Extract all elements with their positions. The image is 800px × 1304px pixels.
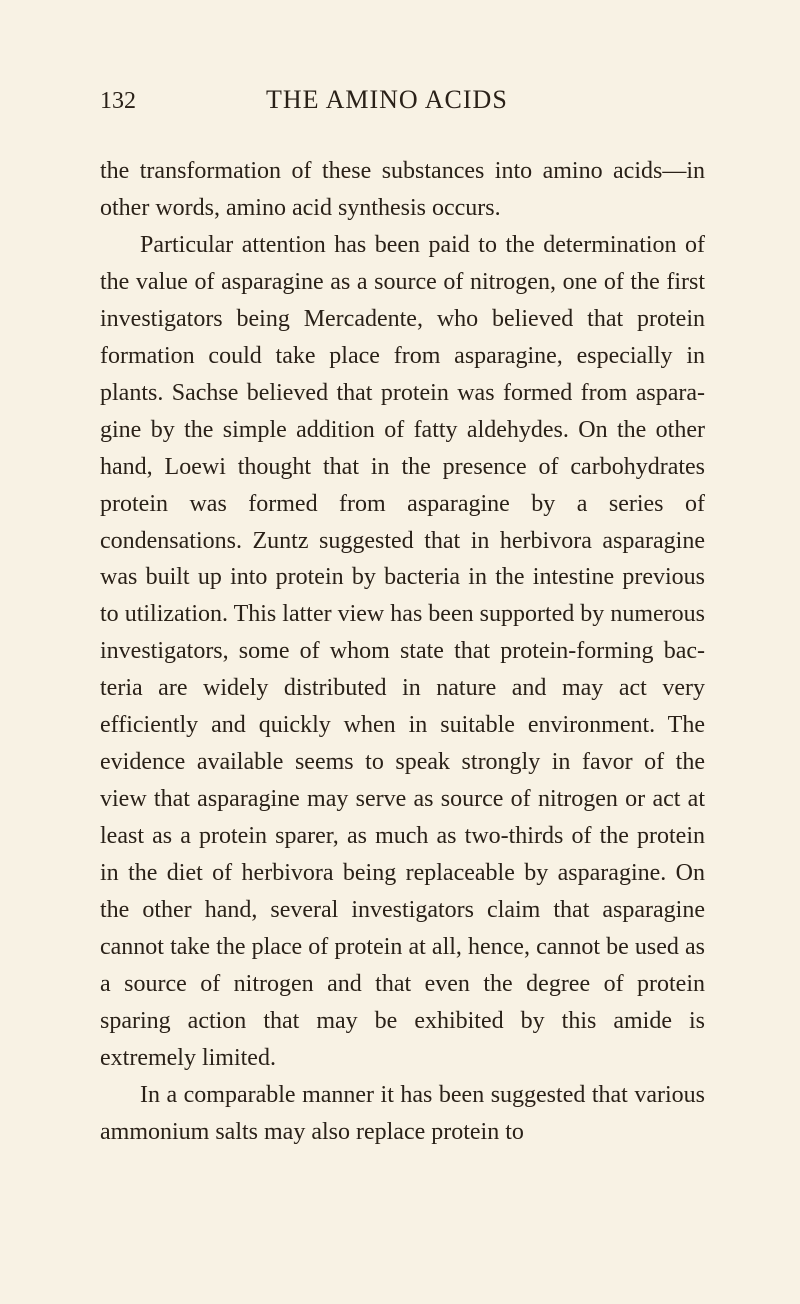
page-number: 132 [100, 88, 136, 115]
paragraph-3: In a comparable manner it has been sugge… [100, 1077, 705, 1151]
paragraph-2: Particular attention has been paid to th… [100, 227, 705, 1077]
body-text: the transformation of these substances i… [100, 153, 705, 1151]
page-title: THE AMINO ACIDS [266, 85, 508, 115]
page-header: 132 THE AMINO ACIDS [100, 85, 705, 115]
paragraph-1: the transformation of these substances i… [100, 153, 705, 227]
